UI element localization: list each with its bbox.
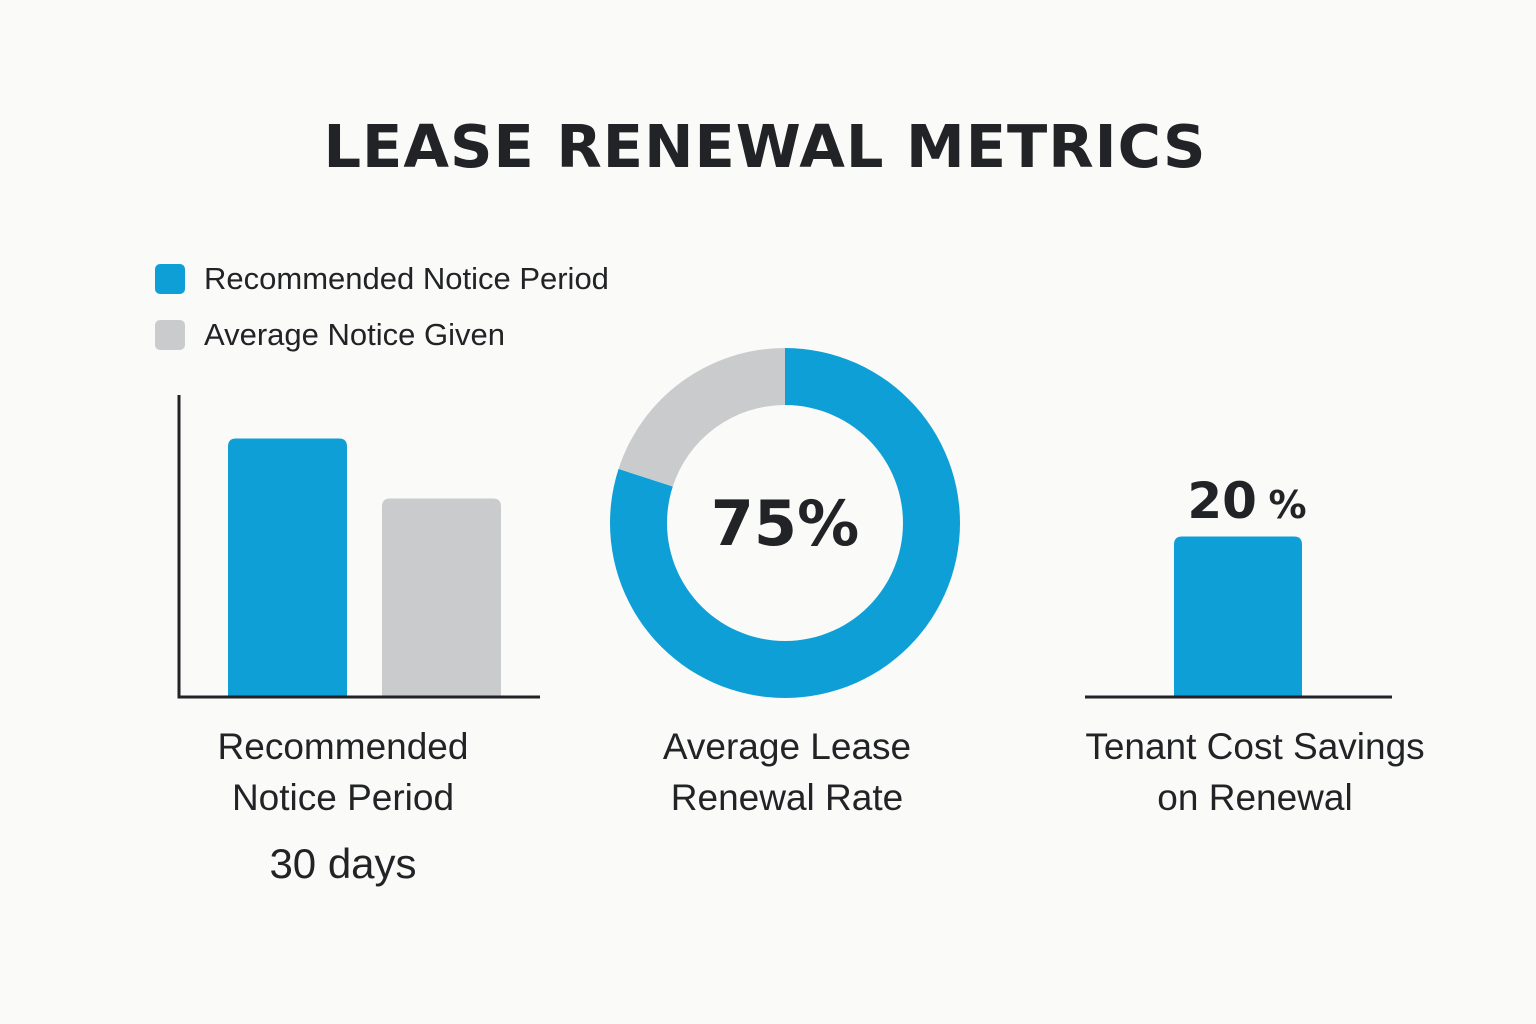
caption-cost-savings: Tenant Cost Savings on Renewal <box>1055 721 1455 823</box>
legend-label-recommended: Recommended Notice Period <box>204 261 609 296</box>
bar-recommended-notice-period <box>228 438 347 696</box>
legend-item-recommended: Recommended Notice Period <box>155 260 609 298</box>
caption-line: Renewal Rate <box>670 777 904 818</box>
bar-average-notice-given <box>382 498 501 696</box>
caption-line: on Renewal <box>1157 777 1353 818</box>
bar-tenant-cost-savings <box>1174 536 1302 696</box>
caption-line: Recommended <box>217 726 469 767</box>
caption-notice-period: Recommended Notice Period <box>183 721 503 823</box>
notice-period-value: 30 days <box>269 840 417 887</box>
legend: Recommended Notice Period Average Notice… <box>155 260 609 372</box>
caption-line: Average Lease <box>662 726 912 767</box>
bar-value-unit: % <box>1269 483 1307 527</box>
donut-center-label: 75% <box>711 487 859 560</box>
cost-savings-bar-chart: 20 % <box>1085 472 1392 699</box>
bar-value-label: 20 % <box>1187 472 1306 530</box>
notice-period-bar-chart <box>177 395 540 699</box>
legend-swatch-average <box>155 320 185 350</box>
legend-label-average: Average Notice Given <box>204 317 505 352</box>
donut-slice-renewed <box>610 348 961 698</box>
legend-item-average: Average Notice Given <box>155 316 609 354</box>
caption-line: Tenant Cost Savings <box>1085 726 1425 767</box>
caption-renewal-rate: Average Lease Renewal Rate <box>627 721 947 823</box>
donut-slice-not-renewed <box>618 348 785 487</box>
caption-line: Notice Period <box>231 777 455 818</box>
legend-swatch-recommended <box>155 264 185 294</box>
chart-title: LEASE RENEWAL METRICS <box>323 112 1207 181</box>
renewal-rate-donut-chart: 75% <box>610 348 961 698</box>
bar-value-number: 20 <box>1187 472 1257 530</box>
